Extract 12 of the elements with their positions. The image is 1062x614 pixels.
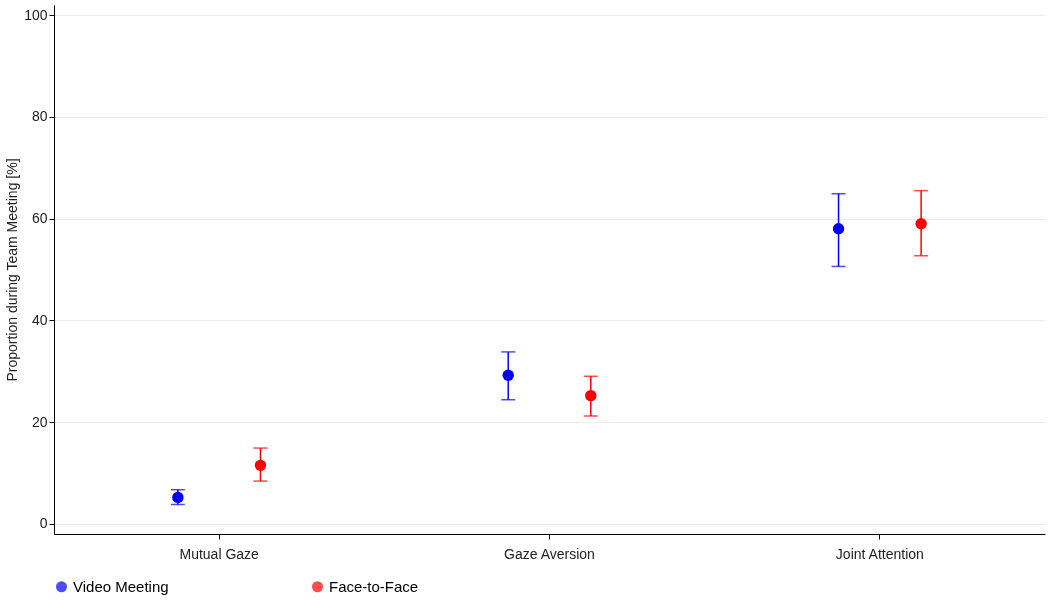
legend-label: Face-to-Face (329, 577, 419, 595)
y-tick-label: 80 (31, 108, 48, 125)
y-tick-label: 100 (24, 6, 48, 23)
y-tick-label: 60 (31, 210, 48, 227)
x-tick-label: Joint Attention (835, 545, 924, 562)
legend-label: Video Meeting (73, 577, 169, 595)
x-tick-label: Mutual Gaze (179, 545, 260, 562)
x-tick-label: Gaze Aversion (504, 545, 595, 562)
y-tick-label: 40 (31, 311, 48, 328)
y-tick-label: 20 (31, 413, 48, 430)
y-axis-title: Proportion during Team Meeting [%] (4, 158, 21, 382)
y-tick-label: 0 (39, 515, 48, 532)
